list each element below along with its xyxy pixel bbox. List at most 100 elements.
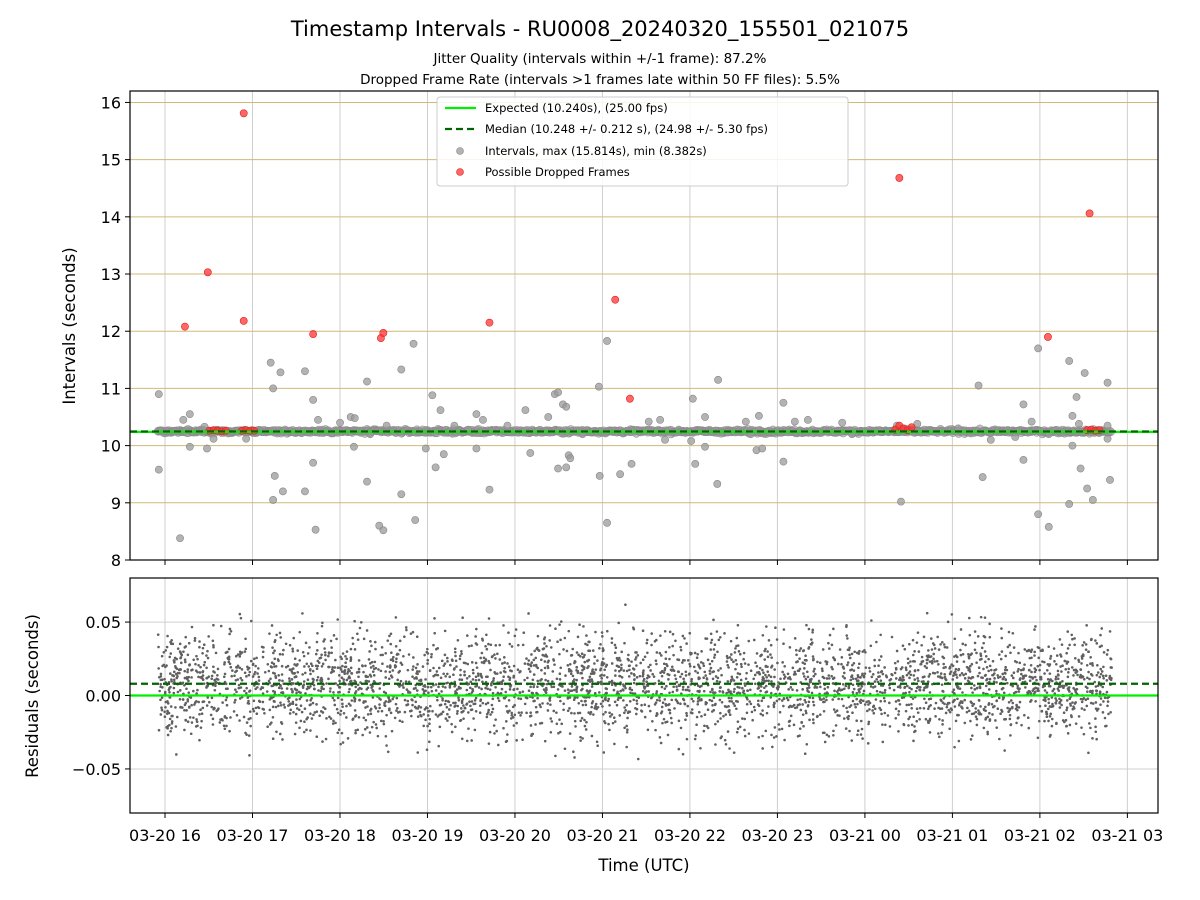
residual-point: [570, 689, 574, 692]
residual-point: [211, 717, 215, 721]
residual-point: [466, 662, 470, 666]
residual-point: [682, 677, 685, 681]
residual-point: [215, 709, 219, 713]
residual-point: [1074, 701, 1077, 704]
residual-point: [549, 703, 552, 706]
residual-point: [700, 698, 703, 701]
residual-point: [860, 727, 864, 731]
residual-point: [312, 678, 315, 682]
residual-point: [932, 657, 935, 661]
residual-point: [936, 670, 939, 674]
residual-point: [821, 669, 824, 673]
residual-point: [641, 658, 645, 661]
residual-point: [405, 628, 408, 632]
residual-point: [846, 710, 849, 714]
residual-point: [885, 675, 889, 679]
residual-point: [930, 659, 934, 663]
residual-point: [505, 720, 508, 723]
residual-point: [306, 678, 310, 681]
residual-point: [740, 717, 744, 720]
residual-point: [222, 724, 226, 728]
residual-point: [733, 704, 736, 708]
residual-point: [496, 652, 499, 656]
residual-point: [1043, 672, 1046, 675]
residual-point: [963, 721, 967, 725]
residual-point: [1033, 628, 1036, 631]
residual-point: [500, 687, 504, 691]
residual-point: [587, 649, 590, 653]
residual-point: [742, 651, 746, 655]
residual-point: [708, 698, 712, 702]
residual-point: [679, 645, 682, 649]
residual-point: [612, 688, 616, 692]
residual-point: [993, 704, 996, 708]
residual-point: [195, 720, 199, 723]
residual-point: [215, 677, 219, 681]
interval-point: [421, 444, 430, 453]
residual-point: [480, 687, 483, 691]
residual-point: [320, 664, 324, 668]
residual-point: [174, 672, 178, 676]
residual-point: [635, 702, 639, 705]
residual-point: [507, 631, 510, 634]
residual-point: [271, 737, 275, 740]
residual-point: [1045, 715, 1049, 718]
residual-point: [1044, 704, 1047, 708]
residual-point: [675, 685, 678, 688]
residual-point: [269, 665, 273, 668]
residual-point: [855, 697, 858, 701]
residual-point: [693, 737, 697, 741]
residual-point: [692, 665, 696, 669]
residual-point: [182, 650, 185, 653]
residual-point: [957, 667, 961, 671]
residual-point: [552, 658, 555, 661]
residual-point: [342, 711, 346, 715]
residual-point: [619, 689, 622, 693]
residual-point: [626, 716, 629, 720]
residual-point: [196, 688, 199, 692]
residual-point: [343, 672, 346, 675]
residual-point: [670, 721, 673, 725]
residual-point: [1047, 645, 1050, 649]
residual-point: [1033, 650, 1036, 654]
residual-point: [333, 666, 337, 669]
residual-point: [828, 647, 831, 650]
residual-point: [184, 660, 187, 664]
residual-point: [193, 639, 197, 642]
residual-point: [1017, 667, 1020, 671]
residual-point: [975, 651, 978, 655]
residual-point: [224, 687, 228, 691]
residual-point: [382, 722, 386, 726]
residual-point: [384, 676, 388, 679]
residual-point: [449, 703, 452, 707]
residual-point: [984, 705, 987, 709]
residual-point: [934, 715, 937, 718]
residual-point: [664, 657, 668, 661]
residual-point: [696, 700, 700, 703]
residual-point: [240, 668, 244, 671]
residual-point: [778, 710, 782, 714]
residual-point: [498, 658, 502, 661]
residual-point: [725, 654, 729, 658]
residual-point: [878, 675, 881, 678]
residual-point: [607, 722, 610, 726]
residual-point: [172, 678, 176, 682]
residual-point: [159, 682, 163, 686]
top-y-tick-label: 13: [101, 265, 121, 284]
residual-point: [529, 711, 532, 714]
residual-point: [571, 674, 575, 678]
residual-point: [951, 700, 955, 704]
residual-point: [1057, 689, 1061, 692]
residual-point: [333, 703, 337, 707]
residual-point: [846, 661, 850, 664]
residual-point: [643, 703, 647, 707]
interval-point: [1065, 500, 1074, 508]
interval-point: [897, 497, 905, 506]
residual-point: [999, 712, 1002, 716]
residual-point: [977, 666, 981, 670]
residual-point: [273, 639, 277, 642]
residual-point: [942, 666, 945, 670]
residual-point: [729, 639, 733, 643]
residual-point: [900, 666, 904, 669]
residual-point: [950, 663, 953, 666]
